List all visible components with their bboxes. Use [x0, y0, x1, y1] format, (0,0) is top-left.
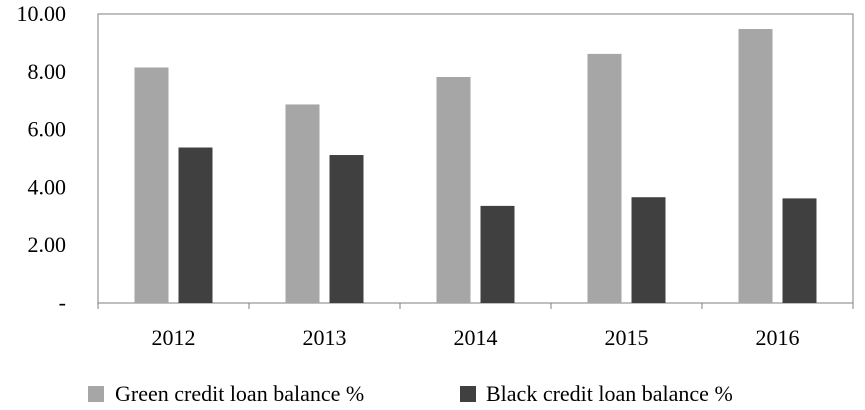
y-axis-ticks: - 2.00 4.00 6.00 8.00 10.00: [17, 1, 67, 315]
legend-swatch-green: [88, 386, 104, 402]
bar-green-2016: [738, 29, 773, 303]
bar-green-2013: [285, 104, 320, 303]
y-tick-label: 4.00: [28, 174, 67, 199]
x-tick-label: 2015: [605, 325, 649, 350]
x-tick-label: 2016: [756, 325, 800, 350]
y-tick-label: 6.00: [28, 117, 67, 142]
x-tick-label: 2012: [152, 325, 196, 350]
legend-label-green: Green credit loan balance %: [115, 381, 364, 406]
x-axis-ticks: 2012 2013 2014 2015 2016: [97, 303, 854, 350]
y-tick-label: 10.00: [17, 1, 67, 26]
legend-swatch-black: [460, 386, 476, 402]
legend: Green credit loan balance % Black credit …: [88, 381, 733, 406]
bars-group: [134, 29, 817, 303]
bar-green-2014: [436, 77, 471, 303]
x-tick-label: 2013: [303, 325, 347, 350]
plot-area-frame: [97, 13, 854, 304]
bar-black-2012: [178, 147, 213, 303]
bar-black-2014: [480, 205, 515, 303]
bar-black-2016: [782, 198, 817, 303]
x-tick-label: 2014: [454, 325, 498, 350]
bar-black-2013: [329, 155, 364, 303]
bar-green-2012: [134, 67, 169, 303]
y-tick-label: 8.00: [28, 59, 67, 84]
bar-green-2015: [587, 53, 622, 303]
y-tick-label: 2.00: [28, 232, 67, 257]
y-tick-label: -: [59, 290, 66, 315]
bar-black-2015: [631, 197, 666, 303]
legend-label-black: Black credit loan balance %: [486, 381, 733, 406]
